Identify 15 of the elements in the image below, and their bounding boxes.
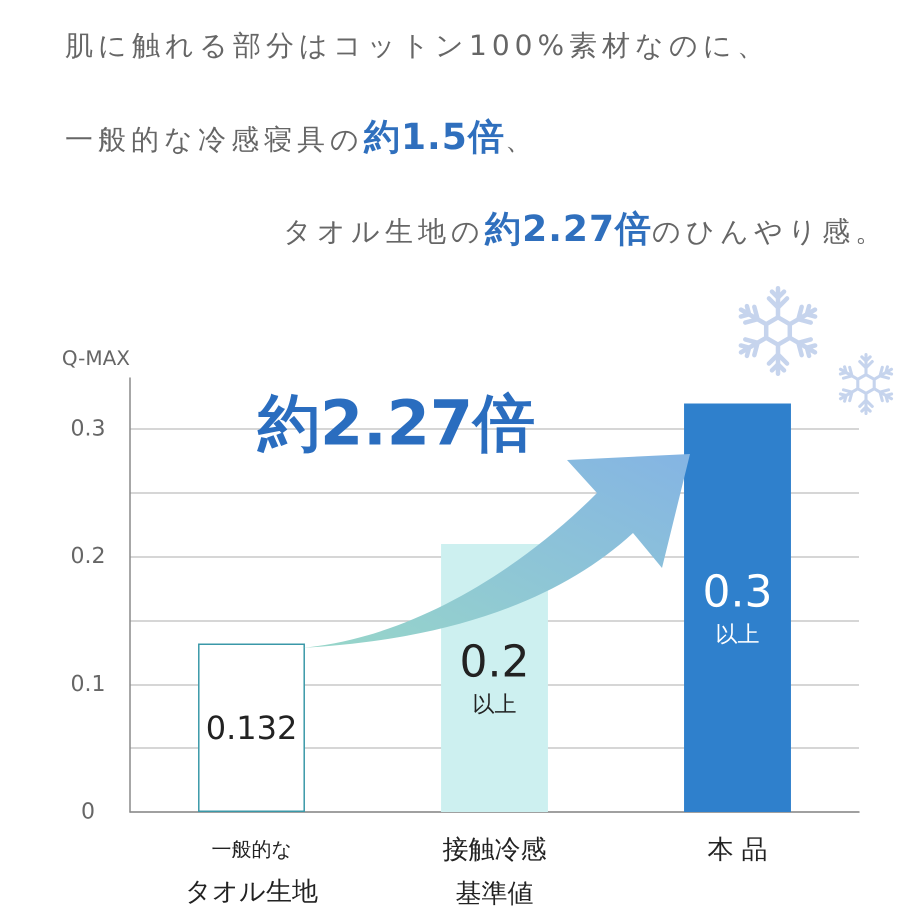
- data-label: 0.2 以上: [460, 636, 530, 718]
- x-tick-label: 本 品: [707, 835, 768, 865]
- y-tick-label: 0.3: [70, 416, 106, 442]
- data-label: 0.132: [206, 708, 298, 747]
- annotation: 約2.27倍: [256, 386, 535, 460]
- chart-title: 肌に触れる部分はコットン100%素材なのに、一般的な冷感寝具の約1.5倍、タオル生地の約2.27倍のひんやり感。: [65, 29, 888, 250]
- x-tick-label: 一般的なタオル生地: [185, 837, 318, 907]
- y-tick-label: 0.2: [70, 544, 106, 570]
- x-tick-label: 接触冷感基準値: [442, 835, 546, 909]
- y-axis-title: Q-MAX: [62, 346, 130, 370]
- data-label: 0.3 以上: [702, 566, 772, 648]
- bar: [684, 404, 791, 812]
- y-tick-label: 0: [81, 800, 95, 824]
- bar: [198, 644, 305, 812]
- y-tick-label: 0.1: [70, 672, 106, 697]
